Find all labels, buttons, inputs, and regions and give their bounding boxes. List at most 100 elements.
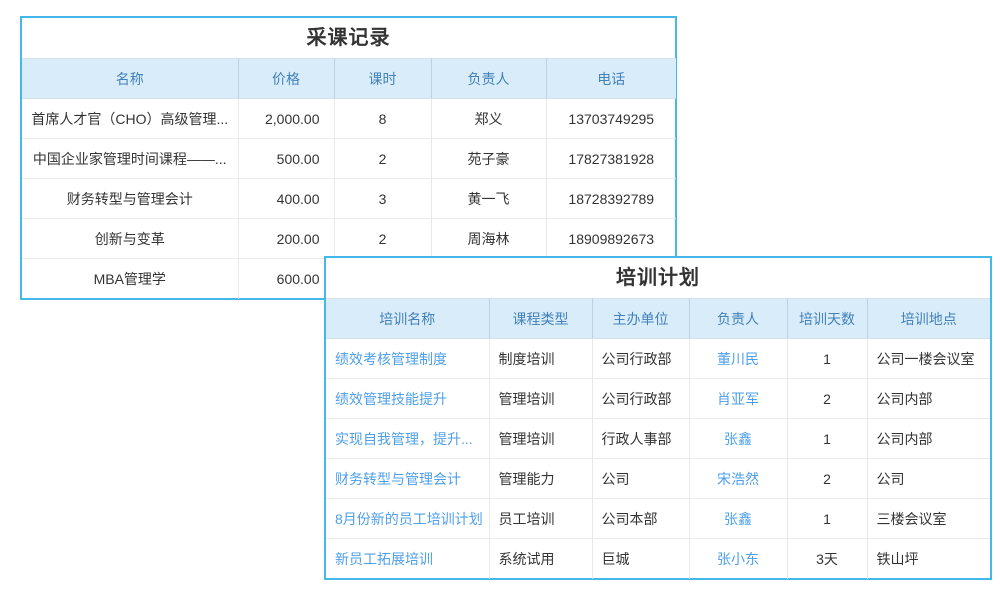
cell: 1: [787, 498, 868, 539]
training-plan-card: 培训计划 培训名称 课程类型 主办单位 负责人 培训天数 培训地点 绩效考核管理制度 制度培…: [324, 256, 992, 580]
table-row: 绩效考核管理制度 制度培训 公司行政部 董川民 1 公司一楼会议室: [326, 338, 990, 379]
purchase-records-title: 采课记录: [306, 27, 391, 49]
cell: 管理能力: [489, 458, 593, 499]
cell: 18728392789: [546, 178, 676, 219]
cell: 张鑫: [689, 498, 788, 539]
owner-link[interactable]: 肖亚军: [717, 390, 759, 407]
cell: 肖亚军: [689, 378, 788, 419]
cell: 实现自我管理，提升...: [326, 418, 490, 459]
cell: 中国企业家管理时间课程——...: [22, 138, 239, 179]
cell: 财务转型与管理会计: [326, 458, 490, 499]
cell: 1: [787, 418, 868, 459]
cell: 创新与变革: [22, 218, 239, 259]
cell: 首席人才官（CHO）高级管理...: [22, 98, 239, 139]
training-name-link[interactable]: 财务转型与管理会计: [335, 470, 461, 487]
table-row: 8月份新的员工培训计划 员工培训 公司本部 张鑫 1 三楼会议室: [326, 498, 990, 539]
cell: 张鑫: [689, 418, 788, 459]
header-row: 名称 价格 课时 负责人 电话: [22, 58, 676, 99]
column-header: 培训名称: [326, 298, 490, 339]
cell: 17827381928: [546, 138, 676, 179]
owner-link[interactable]: 董川民: [717, 350, 759, 367]
cell: 管理培训: [489, 378, 593, 419]
cell: 公司行政部: [592, 338, 690, 379]
owner-link[interactable]: 张鑫: [724, 510, 752, 527]
cell: 公司一楼会议室: [867, 338, 990, 379]
cell: 13703749295: [546, 98, 676, 139]
cell: 巨城: [592, 538, 690, 579]
cell: 管理培训: [489, 418, 593, 459]
cell: 宋浩然: [689, 458, 788, 499]
column-header: 主办单位: [592, 298, 690, 339]
cell: 行政人事部: [592, 418, 690, 459]
cell: 周海林: [431, 218, 547, 259]
cell: 400.00: [238, 178, 335, 219]
table-row: 中国企业家管理时间课程——... 500.00 2 苑子豪 17827381928: [22, 138, 676, 179]
cell: 8月份新的员工培训计划: [326, 498, 490, 539]
table-row: 首席人才官（CHO）高级管理... 2,000.00 8 郑义 13703749295: [22, 98, 676, 139]
cell: 系统试用: [489, 538, 593, 579]
cell: 苑子豪: [431, 138, 547, 179]
column-header: 价格: [238, 58, 335, 99]
cell: 2: [334, 218, 432, 259]
cell: 新员工拓展培训: [326, 538, 490, 579]
cell: 3: [334, 178, 432, 219]
training-plan-table: 培训名称 课程类型 主办单位 负责人 培训天数 培训地点 绩效考核管理制度 制度培训 公司行政…: [326, 298, 990, 579]
cell: 黄一飞: [431, 178, 547, 219]
cell: 绩效管理技能提升: [326, 378, 490, 419]
table-row: 创新与变革 200.00 2 周海林 18909892673: [22, 218, 676, 259]
owner-link[interactable]: 宋浩然: [717, 470, 759, 487]
cell: 公司内部: [867, 378, 990, 419]
training-name-link[interactable]: 绩效考核管理制度: [335, 350, 447, 367]
column-header: 课程类型: [489, 298, 593, 339]
cell: 3天: [787, 538, 868, 579]
cell: 600.00: [238, 258, 335, 299]
cell: 1: [787, 338, 868, 379]
column-header: 课时: [334, 58, 432, 99]
cell: 财务转型与管理会计: [22, 178, 239, 219]
cell: 18909892673: [546, 218, 676, 259]
column-header: 名称: [22, 58, 239, 99]
owner-link[interactable]: 张鑫: [724, 430, 752, 447]
table-row: 实现自我管理，提升... 管理培训 行政人事部 张鑫 1 公司内部: [326, 418, 990, 459]
cell: 董川民: [689, 338, 788, 379]
header-row: 培训名称 课程类型 主办单位 负责人 培训天数 培训地点: [326, 298, 990, 339]
column-header: 电话: [546, 58, 676, 99]
cell: 员工培训: [489, 498, 593, 539]
cell: 2: [787, 378, 868, 419]
cell: 公司: [592, 458, 690, 499]
cell: 公司: [867, 458, 990, 499]
column-header: 负责人: [431, 58, 547, 99]
cell: 500.00: [238, 138, 335, 179]
column-header: 培训天数: [787, 298, 868, 339]
training-name-link[interactable]: 8月份新的员工培训计划: [335, 510, 483, 527]
owner-link[interactable]: 张小东: [717, 550, 759, 567]
cell: 制度培训: [489, 338, 593, 379]
training-name-link[interactable]: 实现自我管理，提升...: [335, 430, 473, 447]
cell: 200.00: [238, 218, 335, 259]
column-header: 负责人: [689, 298, 788, 339]
cell: MBA管理学: [22, 258, 239, 299]
table-row: 财务转型与管理会计 管理能力 公司 宋浩然 2 公司: [326, 458, 990, 499]
cell: 8: [334, 98, 432, 139]
cell: 公司行政部: [592, 378, 690, 419]
training-name-link[interactable]: 绩效管理技能提升: [335, 390, 447, 407]
cell: 2,000.00: [238, 98, 335, 139]
purchase-records-table: 名称 价格 课时 负责人 电话 首席人才官（CHO）高级管理... 2,000.00 8 郑义…: [22, 58, 676, 299]
table-row: 新员工拓展培训 系统试用 巨城 张小东 3天 铁山坪: [326, 538, 990, 579]
cell: 公司本部: [592, 498, 690, 539]
cell: 三楼会议室: [867, 498, 990, 539]
cell: 2: [334, 138, 432, 179]
cell: 绩效考核管理制度: [326, 338, 490, 379]
training-plan-title: 培训计划: [616, 267, 700, 289]
cell: 郑义: [431, 98, 547, 139]
cell: 2: [787, 458, 868, 499]
training-name-link[interactable]: 新员工拓展培训: [335, 550, 433, 567]
cell: 铁山坪: [876, 550, 919, 567]
purchase-records-card: 采课记录 名称 价格 课时 负责人 电话 首席人才官（CHO）高级管理... 2,000.…: [20, 16, 677, 300]
cell: 公司内部: [867, 418, 990, 459]
column-header: 培训地点: [867, 298, 990, 339]
table-row: 财务转型与管理会计 400.00 3 黄一飞 18728392789: [22, 178, 676, 219]
table-row: 绩效管理技能提升 管理培训 公司行政部 肖亚军 2 公司内部: [326, 378, 990, 419]
cell: 张小东: [689, 538, 788, 579]
